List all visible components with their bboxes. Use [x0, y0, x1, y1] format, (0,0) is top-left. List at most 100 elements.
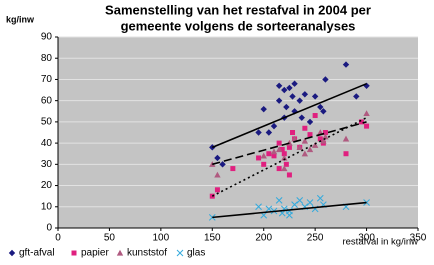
- marker-shape: [307, 132, 313, 138]
- marker-shape: [322, 130, 328, 135]
- marker-shape: [281, 154, 288, 161]
- marker-shape: [286, 144, 292, 150]
- point: [320, 137, 327, 144]
- point: [289, 93, 296, 100]
- marker-shape: [260, 152, 267, 159]
- marker-shape: [214, 154, 221, 162]
- marker-shape: [317, 136, 323, 142]
- marker-shape: [275, 97, 283, 104]
- marker-shape: [276, 166, 282, 172]
- plot-area: [58, 37, 418, 228]
- point: [281, 86, 288, 94]
- x-tick-label: 300: [358, 233, 375, 244]
- point: [266, 151, 272, 157]
- point: [275, 82, 283, 90]
- legend-label: papier: [81, 248, 109, 259]
- marker-shape: [265, 205, 273, 213]
- marker-shape: [320, 137, 327, 144]
- point: [317, 103, 324, 111]
- marker-shape: [270, 148, 278, 155]
- trend-line: [211, 116, 367, 197]
- point: [176, 249, 184, 257]
- point: [364, 123, 370, 129]
- marker-shape: [209, 144, 216, 151]
- legend-item: papier: [71, 248, 109, 259]
- marker-shape: [255, 129, 262, 136]
- marker-shape: [298, 114, 305, 121]
- marker-shape: [176, 249, 184, 257]
- legend-label: glas: [187, 248, 205, 259]
- point: [214, 187, 220, 193]
- point: [296, 197, 304, 204]
- point: [281, 151, 287, 157]
- marker-shape: [316, 194, 324, 202]
- marker-shape: [317, 103, 324, 111]
- point: [256, 155, 262, 161]
- marker-shape: [266, 151, 272, 157]
- point: [290, 130, 296, 135]
- marker-shape: [322, 133, 329, 140]
- point: [271, 153, 277, 159]
- marker-shape: [301, 91, 309, 98]
- y-tick-label: 0: [46, 223, 52, 234]
- marker-shape: [290, 130, 296, 135]
- point: [283, 161, 289, 167]
- point: [363, 110, 370, 116]
- y-tick-label: 10: [41, 201, 53, 212]
- point: [275, 97, 283, 104]
- point: [342, 135, 350, 142]
- point: [311, 93, 319, 100]
- chart-title: Samenstelling van het restafval in 2004 …: [105, 2, 371, 17]
- marker-shape: [275, 146, 283, 153]
- point: [279, 146, 285, 152]
- point: [322, 76, 329, 83]
- marker-shape: [311, 93, 319, 100]
- point: [301, 91, 309, 98]
- legend-item: glas: [176, 248, 205, 259]
- point: [270, 148, 278, 155]
- legend-item: kunststof: [116, 248, 167, 259]
- point: [214, 154, 221, 162]
- chart-title: gemeente volgens de sorteeranalyses: [121, 18, 356, 33]
- marker-shape: [265, 129, 273, 136]
- marker-shape: [301, 150, 309, 157]
- point: [298, 114, 305, 121]
- legend-item: gft-afval: [8, 248, 55, 259]
- marker-shape: [311, 142, 319, 148]
- point: [296, 144, 303, 150]
- y-tick-label: 60: [41, 95, 53, 106]
- marker-shape: [281, 165, 288, 172]
- point: [306, 118, 314, 126]
- point: [343, 151, 349, 157]
- point: [283, 103, 290, 111]
- point: [281, 165, 288, 172]
- point: [270, 122, 278, 130]
- marker-shape: [275, 82, 283, 90]
- x-tick-label: 50: [104, 233, 116, 244]
- point: [291, 135, 298, 142]
- x-tick-label: 200: [255, 233, 272, 244]
- marker-shape: [286, 84, 293, 92]
- marker-shape: [116, 249, 124, 256]
- marker-shape: [296, 144, 303, 150]
- marker-shape: [291, 201, 298, 209]
- marker-shape: [343, 151, 349, 157]
- marker-shape: [306, 118, 314, 126]
- y-tick-label: 90: [41, 32, 53, 43]
- marker-shape: [8, 249, 16, 257]
- marker-shape: [312, 113, 318, 119]
- point: [291, 201, 298, 209]
- marker-shape: [275, 197, 283, 204]
- marker-shape: [279, 146, 285, 152]
- x-axis-label: restafval in kg/inw: [342, 237, 418, 248]
- point: [291, 80, 298, 87]
- point: [307, 132, 313, 138]
- point: [342, 61, 350, 68]
- marker-shape: [270, 122, 278, 130]
- point: [230, 166, 236, 172]
- marker-shape: [71, 250, 77, 256]
- y-tick-label: 70: [41, 74, 53, 85]
- marker-shape: [219, 161, 226, 168]
- marker-shape: [283, 161, 289, 167]
- marker-shape: [342, 135, 350, 142]
